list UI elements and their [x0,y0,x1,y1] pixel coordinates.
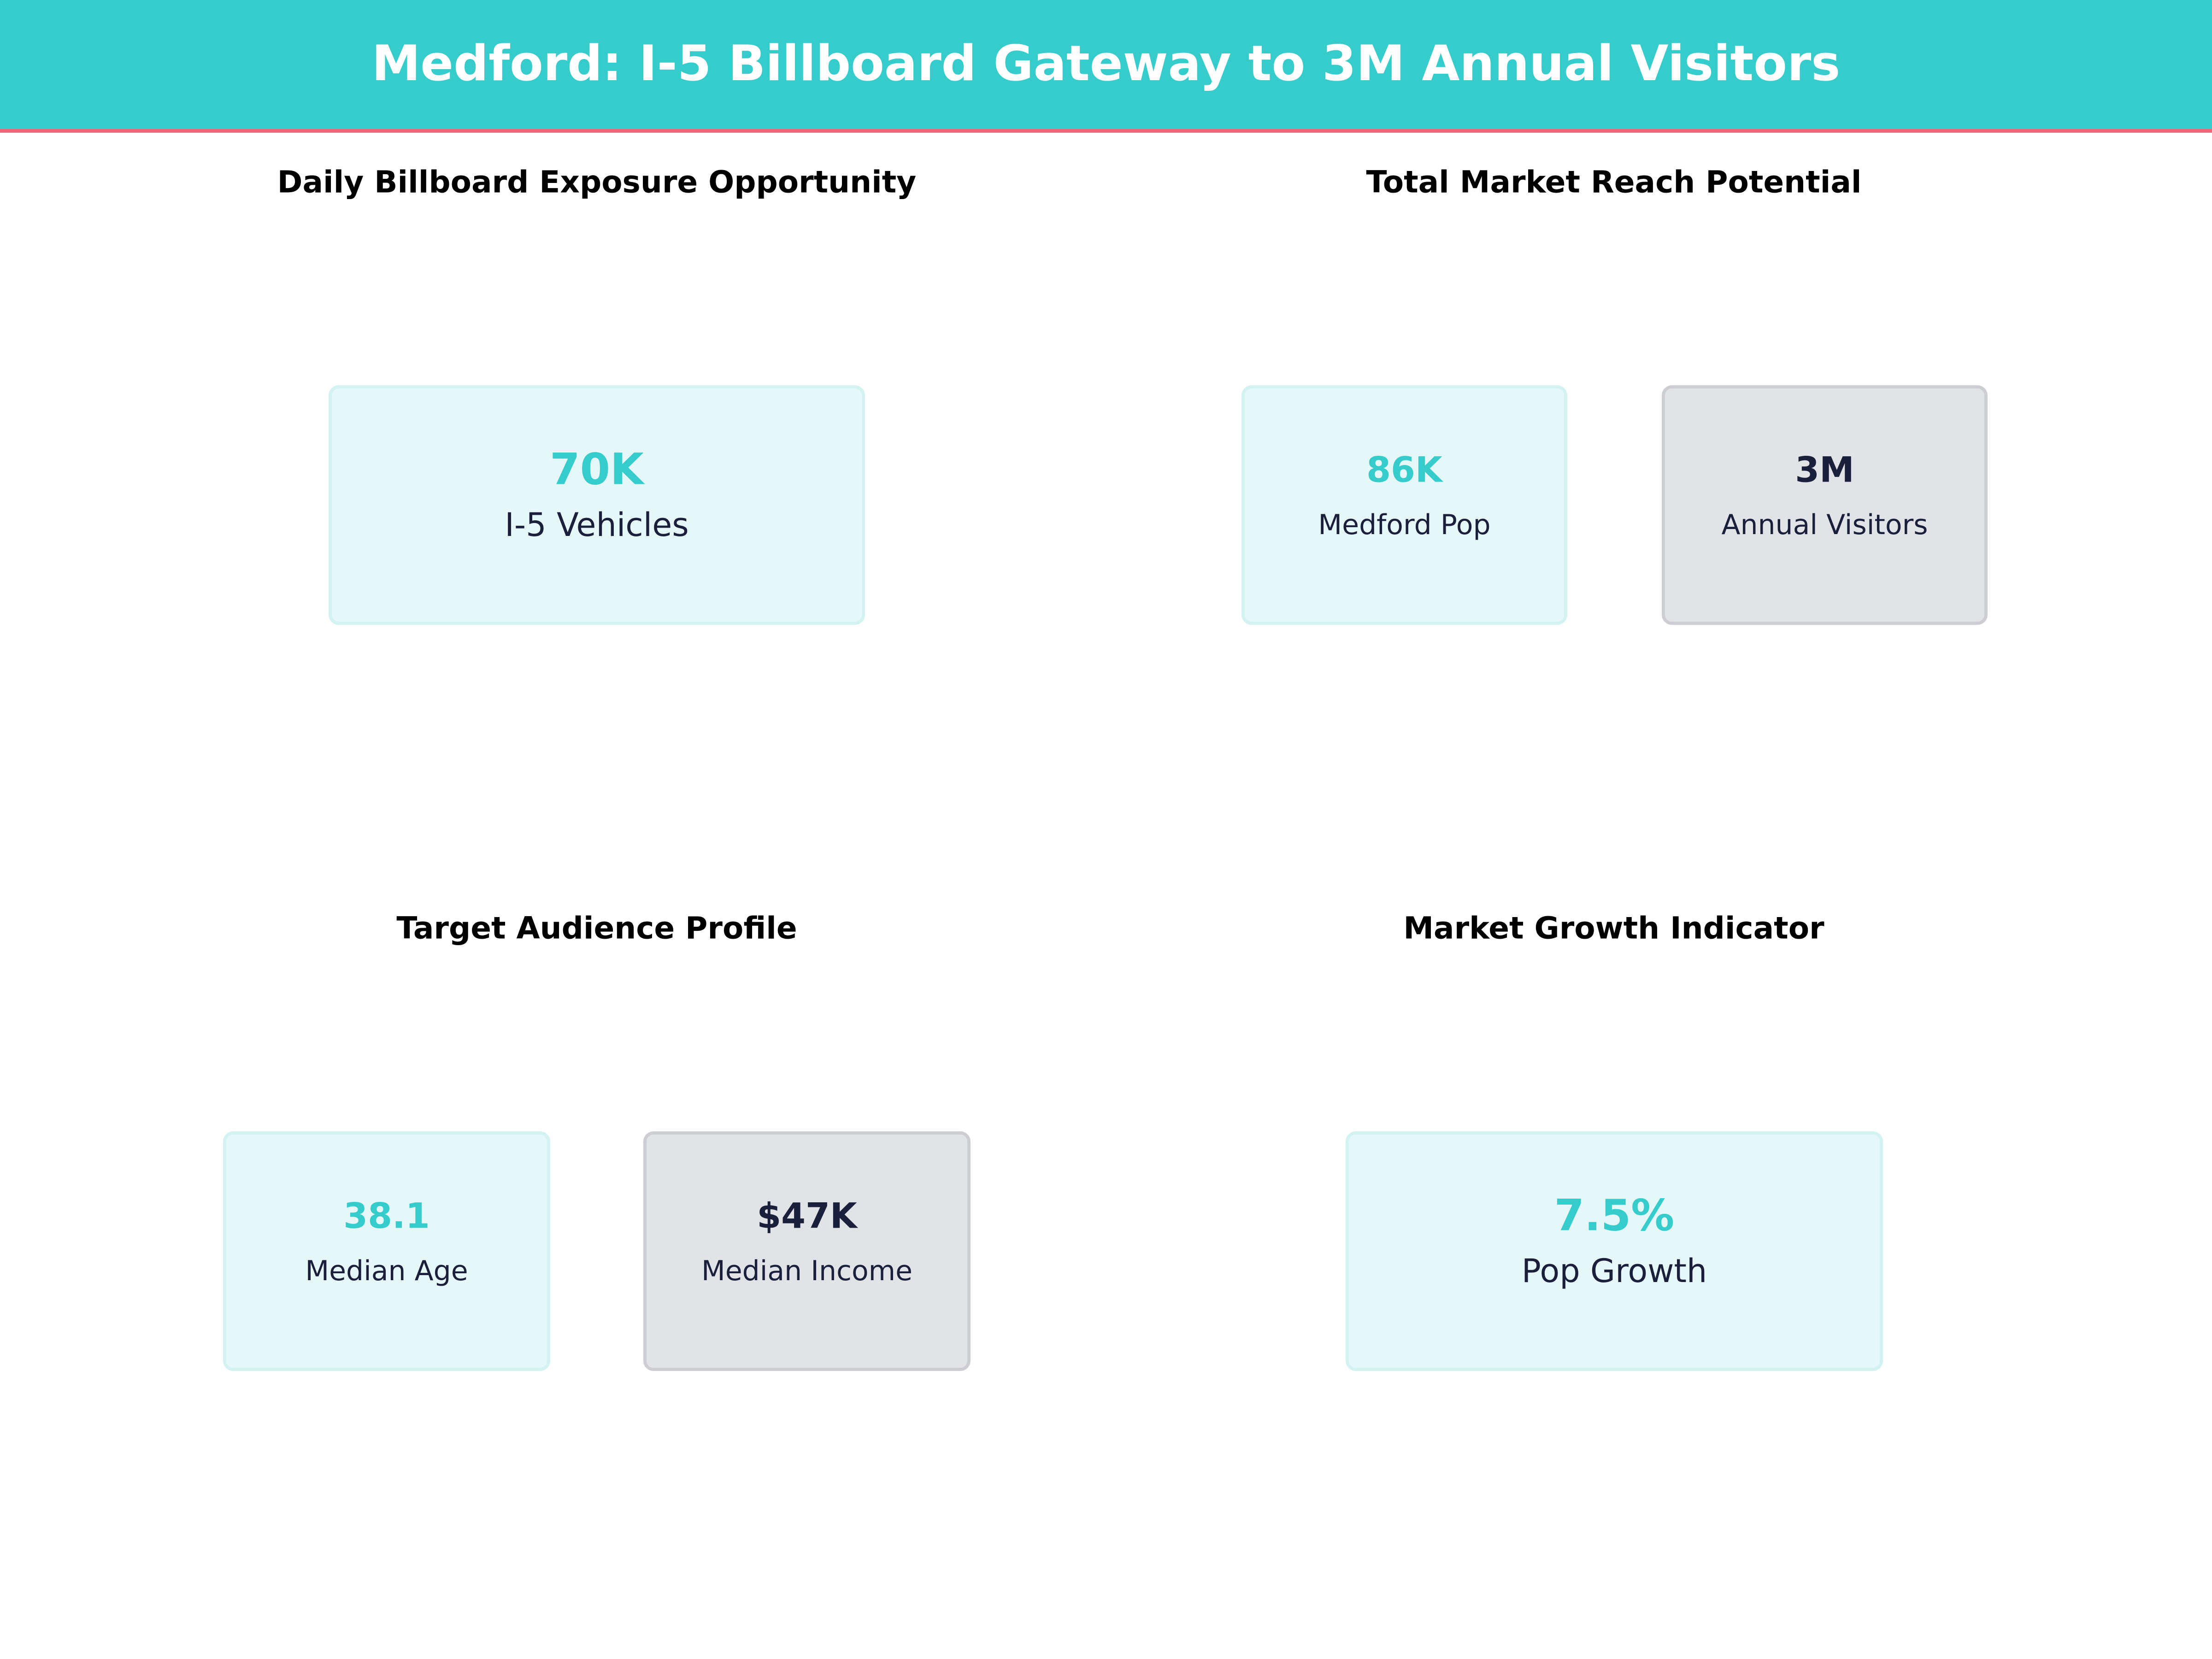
metric-value: 86K [1366,449,1442,490]
metric-card-vehicles: 70K I-5 Vehicles [329,385,865,625]
metric-label: I-5 Vehicles [505,506,689,544]
metric-value: $47K [757,1195,857,1236]
metric-card-visitors: 3M Annual Visitors [1662,385,1988,625]
panel-title-exposure: Daily Billboard Exposure Opportunity [277,164,917,200]
metric-card-median-income: $47K Median Income [643,1131,971,1371]
metric-value: 7.5% [1554,1190,1675,1241]
metric-value: 3M [1795,449,1854,490]
metric-label: Median Income [701,1255,913,1287]
metric-card-median-age: 38.1 Median Age [223,1131,550,1371]
metric-label: Pop Growth [1521,1252,1707,1290]
panel-title-growth: Market Growth Indicator [1403,910,1824,946]
metric-label: Annual Visitors [1721,509,1928,541]
panel-title-reach: Total Market Reach Potential [1366,164,1862,200]
panel-title-audience: Target Audience Profile [396,910,797,946]
metric-label: Medford Pop [1318,509,1491,541]
header-bar [0,0,2212,129]
header-underline [0,129,2212,133]
page-title: Medford: I-5 Billboard Gateway to 3M Ann… [371,35,1841,92]
metric-label: Median Age [305,1255,468,1287]
metric-value: 38.1 [343,1195,430,1236]
metric-card-pop-growth: 7.5% Pop Growth [1346,1131,1883,1371]
metric-card-population: 86K Medford Pop [1241,385,1567,625]
metric-value: 70K [550,444,644,495]
